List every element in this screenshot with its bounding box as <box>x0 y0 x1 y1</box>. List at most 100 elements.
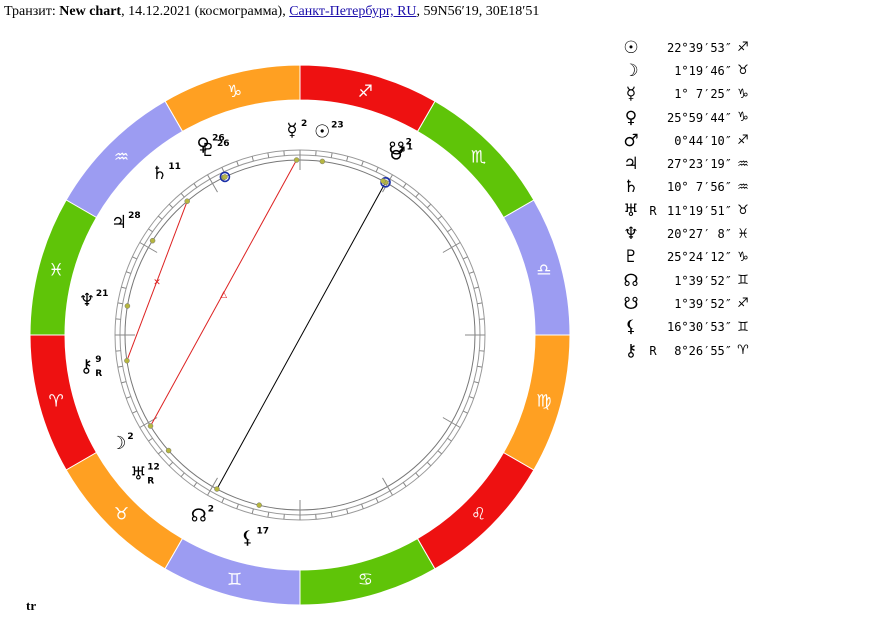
footer-label: tr <box>26 598 37 613</box>
degree-tick <box>361 503 364 510</box>
degree-tick <box>157 215 163 220</box>
header-coordinates: , 59N56′19, 30E18′51 <box>416 4 540 19</box>
sign-glyph-scorpio: ♏ <box>471 147 486 167</box>
degree-tick <box>375 167 379 173</box>
planet-glyph-mercury: ☿ <box>286 120 297 141</box>
sign-glyph-aquarius: ♒ <box>114 147 129 167</box>
planet-row-venus: ♀ 25°59′44″ ♑ <box>618 106 754 129</box>
saturn-glyph: ♄ <box>623 177 639 198</box>
degree-tick <box>402 482 407 487</box>
planet-glyph-neptune: ♆ <box>79 290 95 311</box>
sign-glyph-cancer: ♋ <box>358 570 373 590</box>
planet-point-sun <box>319 158 326 165</box>
degree-tick <box>346 508 349 514</box>
planet-degree-neptune: 21 <box>96 289 109 299</box>
jupiter-glyph: ♃ <box>623 154 639 175</box>
planet-degree-saturn: 11 <box>168 162 181 172</box>
sign-glyph: ♒ <box>737 179 749 195</box>
planet-degree-mercury: 2 <box>301 119 307 129</box>
sun-glyph: ☉ <box>623 37 639 58</box>
planet-point-saturn <box>184 198 190 204</box>
degree-ticks <box>115 150 485 520</box>
retro-flag <box>644 292 662 315</box>
header-details: , 14.12.2021 (космограмма), <box>121 4 290 19</box>
degree-tick <box>221 167 225 173</box>
degree-tick <box>267 512 270 518</box>
degree-tick <box>330 512 333 518</box>
wheel-planets: ☉ 23☽ 2☿ 2♀ 26♂ 1♃ 28♄ 11♅ 12R♆ 21♇ 26☊ 2☋ 2⚸ 17⚷ 9R <box>79 119 413 548</box>
location-link[interactable]: Санкт-Петербург, RU <box>289 4 417 19</box>
header-prefix: Транзит: <box>4 4 60 19</box>
planet-marker-pluto <box>219 171 231 183</box>
degree-tick <box>168 203 174 209</box>
planet-degree-chiron: 9 <box>95 355 101 365</box>
planet-degree-lilith: 17 <box>256 526 269 536</box>
planet-glyph-moon: ☽ <box>110 433 126 454</box>
south-node-glyph: ☋ <box>623 293 639 314</box>
planet-degree-uranus: 12 <box>147 463 160 473</box>
moon-glyph: ☽ <box>623 60 639 81</box>
degree-tick <box>132 256 138 260</box>
planet-point-moon <box>147 423 154 429</box>
position-text: 0°44′10″ <box>674 133 732 148</box>
sign-glyph-taurus: ♉ <box>114 505 129 525</box>
degree-tick <box>251 508 254 514</box>
sign-glyph: ♐ <box>737 296 749 312</box>
neptune-glyph: ♆ <box>623 224 639 245</box>
degree-tick <box>468 396 475 399</box>
zodiac-ring: ♈ ♉ ♊ ♋ ♌ ♍ ♎ ♏ ♐ ♑ ♒ ♓ <box>29 64 571 606</box>
sign-glyph: ♉ <box>737 63 749 79</box>
sign-glyph-pisces: ♓ <box>48 261 63 281</box>
degree-tick <box>462 410 468 414</box>
planet-glyph-jupiter: ♃ <box>111 212 127 233</box>
sign-glyph: ♑ <box>737 110 749 126</box>
degree-tick <box>168 461 174 467</box>
planet-row-pluto: ♇ 25°24′12″ ♑ <box>618 246 754 269</box>
degree-tick <box>477 365 483 368</box>
planet-glyph-venus: ♀ <box>196 134 209 155</box>
chart-name: New chart <box>59 4 122 19</box>
planet-point-neptune <box>124 303 131 309</box>
degree-tick <box>207 477 218 496</box>
planet-row-mars: ♂ 0°44′10″ ♐ <box>618 129 754 152</box>
chart-header: Транзит: New chart, 14.12.2021 (космогра… <box>4 4 539 20</box>
position-text: 25°59′44″ <box>666 110 732 125</box>
degree-tick <box>361 160 364 167</box>
planet-row-lilith: ⚸ 16°30′53″ ♊ <box>618 316 754 339</box>
sign-sector-pisces <box>29 199 98 336</box>
degree-tick <box>426 461 432 467</box>
degree-tick <box>207 174 218 193</box>
degree-tick <box>157 450 163 455</box>
planet-degree-sun: 23 <box>331 121 344 131</box>
degree-tick <box>330 152 333 158</box>
degree-tick <box>125 271 132 274</box>
degree-tick <box>132 410 138 414</box>
position-text: 10° 7′56″ <box>666 180 732 195</box>
retro-flag <box>644 246 662 269</box>
planet-glyph-north-node: ☊ <box>191 505 207 526</box>
chiron-glyph: ⚷ <box>624 340 638 361</box>
sign-glyph-leo: ♌ <box>471 505 486 525</box>
sign-glyph-virgo: ♍ <box>536 391 551 411</box>
planet-glyph-saturn: ♄ <box>151 163 167 184</box>
sign-glyph: ♈ <box>737 343 749 358</box>
retro-flag: R <box>649 203 657 218</box>
planet-row-jupiter: ♃ 27°23′19″ ♒ <box>618 152 754 175</box>
degree-tick <box>267 152 270 158</box>
degree-tick <box>447 228 452 233</box>
aspect-symbol: △ <box>220 290 227 300</box>
sign-glyph: ♑ <box>737 86 749 102</box>
degree-tick <box>236 503 239 510</box>
lilith-glyph: ⚸ <box>624 317 638 338</box>
degree-tick <box>402 183 407 188</box>
scale-circle <box>119 154 481 516</box>
retro-flag <box>644 36 662 59</box>
degree-tick <box>375 497 379 503</box>
planet-degree-south-node: 2 <box>406 137 412 147</box>
sign-glyph-sagittarius: ♐ <box>358 82 373 102</box>
retro-flag <box>644 129 662 152</box>
planet-glyph-sun: ☉ <box>314 122 330 143</box>
planet-row-chiron: ⚷ R 8°26′55″ ♈ <box>618 339 754 362</box>
position-text: 1°39′52″ <box>674 273 732 288</box>
